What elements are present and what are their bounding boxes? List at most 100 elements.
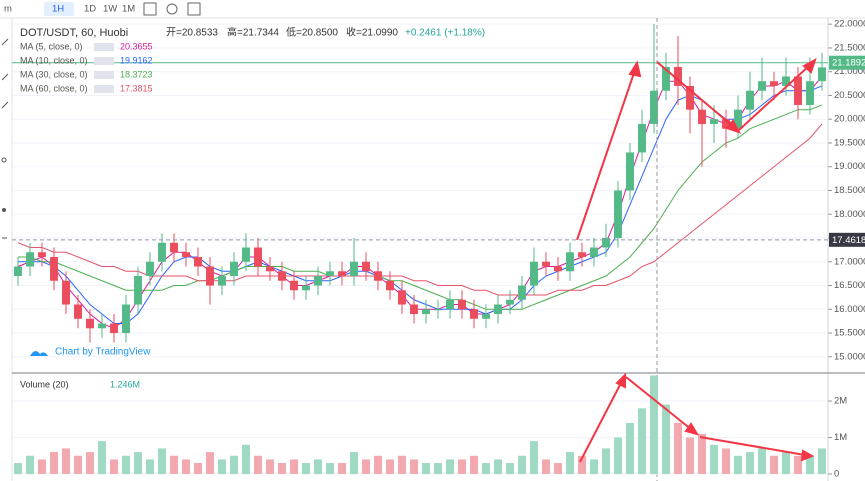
y-tick-label: 15.0000 — [834, 351, 865, 362]
y-tick-label: 20.5000 — [834, 90, 865, 101]
candle-body — [410, 304, 418, 315]
legend-name: MA (60, close, 0) — [20, 83, 88, 93]
volume-bar — [338, 463, 346, 474]
volume-bar — [194, 463, 202, 474]
volume-bar — [242, 444, 250, 474]
fullscreen-icon[interactable] — [187, 2, 201, 16]
y-tick-label: 19.0000 — [834, 161, 865, 172]
volume-bar — [710, 444, 718, 474]
volume-bar — [278, 463, 286, 474]
ohlc-legend: 收=21.0990 — [346, 26, 398, 39]
volume-bar — [362, 459, 370, 474]
crosshair-badge — [829, 232, 865, 247]
toolbar-button[interactable]: 1H — [52, 4, 64, 15]
volume-bar — [746, 452, 754, 474]
legend-name: MA (30, close, 0) — [20, 69, 88, 79]
legend-value: 20.3655 — [120, 41, 153, 51]
y-tick-label: 19.5000 — [834, 137, 865, 148]
legend-name: MA (10, close, 0) — [20, 55, 88, 65]
candle-body — [350, 261, 358, 277]
toolbar-button[interactable]: 1W — [103, 4, 117, 15]
legend-name: MA (5, close, 0) — [20, 41, 83, 51]
candle-body — [242, 247, 250, 262]
volume-bar — [38, 459, 46, 474]
candle-body — [206, 266, 214, 286]
candle-body — [782, 76, 790, 86]
candle-body — [458, 299, 466, 310]
candle-body — [818, 67, 826, 82]
legend-value: 17.3815 — [120, 83, 153, 93]
ohlc-legend: 高=21.7344 — [227, 26, 279, 39]
y-tick-label: 21.0000 — [834, 66, 865, 77]
volume-bar — [578, 455, 586, 474]
volume-bar — [806, 455, 814, 474]
volume-bar — [182, 459, 190, 474]
y-tick-label: 16.5000 — [834, 280, 865, 291]
volume-bar — [470, 455, 478, 474]
volume-bar — [14, 463, 22, 474]
volume-bar — [170, 455, 178, 474]
ohlc-legend: 低=20.8500 — [286, 26, 338, 39]
candle-body — [614, 190, 622, 239]
candle-body — [602, 238, 610, 248]
y-tick-label: 2M — [834, 396, 847, 407]
toolbar-button[interactable]: 1M — [122, 4, 135, 15]
volume-bar — [662, 404, 670, 474]
legend-icons — [94, 85, 114, 93]
candle-body — [134, 276, 142, 305]
candle-body — [686, 85, 694, 110]
last-price-badge — [829, 55, 865, 70]
candle-body — [230, 261, 238, 277]
candle-body — [518, 285, 526, 300]
candle-body — [290, 280, 298, 291]
candle-body — [506, 299, 514, 305]
ohlc-legend: 开=20.8533 — [166, 28, 218, 39]
candle-body — [722, 119, 730, 129]
candle-body — [554, 266, 562, 272]
volume-bar — [758, 448, 766, 474]
candle-body — [110, 323, 118, 334]
volume-bar — [314, 459, 322, 474]
volume-bar — [650, 375, 658, 474]
y-tick-label: 0 — [834, 469, 839, 480]
volume-bar — [350, 452, 358, 474]
volume-bar — [626, 422, 634, 474]
candle-body — [758, 81, 766, 91]
annotation-arrows — [576, 57, 817, 463]
candle-body — [302, 285, 310, 291]
candle-body — [734, 109, 742, 129]
volume-bar — [290, 459, 298, 474]
legend-icons — [94, 57, 114, 65]
toolbar-button[interactable]: 1D — [84, 4, 96, 15]
candle-body — [14, 266, 22, 277]
candle-body — [50, 257, 58, 281]
settings-icon[interactable] — [166, 3, 178, 15]
candle-body — [98, 323, 106, 329]
candle-body — [338, 271, 346, 277]
volume-bar — [734, 455, 742, 474]
volume-bar — [482, 463, 490, 474]
candle-body — [182, 252, 190, 258]
volume-bar — [434, 463, 442, 474]
indicator-icon[interactable] — [143, 2, 157, 16]
volume-bar — [458, 459, 466, 474]
y-tick-label: 15.5000 — [834, 328, 865, 339]
legend-icons — [94, 43, 114, 51]
volume-bar — [230, 455, 238, 474]
candle-body — [566, 252, 574, 272]
candle-body — [278, 271, 286, 281]
toolbar-button[interactable]: m — [4, 4, 12, 15]
volume-bar — [530, 441, 538, 474]
y-tick-label: 18.5000 — [834, 185, 865, 196]
volume-bar — [326, 463, 334, 474]
volume-bar — [542, 459, 550, 474]
legend-icons — [94, 71, 114, 79]
y-tick-label: 17.0000 — [834, 256, 865, 267]
volume-bar — [302, 463, 310, 474]
volume-bar — [602, 448, 610, 474]
volume-bar — [554, 463, 562, 474]
y-tick-label: 1M — [834, 432, 847, 443]
candle-body — [530, 261, 538, 286]
